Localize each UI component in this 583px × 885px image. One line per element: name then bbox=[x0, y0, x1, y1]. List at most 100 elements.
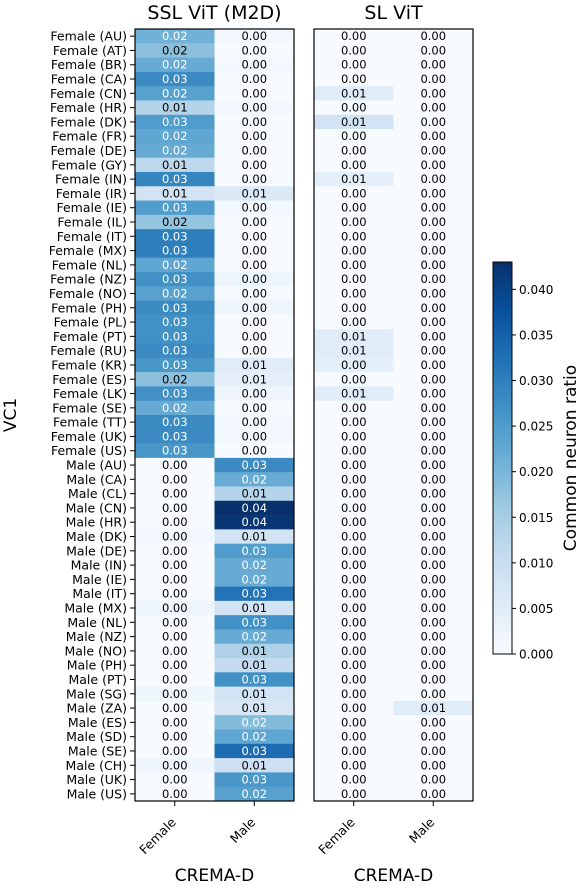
y-tick-label: Female (LK) bbox=[53, 386, 127, 401]
y-tick-label: Female (RU) bbox=[50, 343, 127, 358]
panel-1: 0.02 0.000.02 0.000.02 0.000.03 0.000.02 0.00… bbox=[49, 2, 295, 885]
y-tick-label: Female (UK) bbox=[51, 429, 127, 444]
heatmap-cell bbox=[135, 457, 215, 473]
heatmap-cell bbox=[214, 143, 295, 158]
heatmap-cell bbox=[314, 86, 394, 101]
cell-value-label: 0.00 bbox=[241, 58, 267, 72]
y-tick-label: Male (SE) bbox=[68, 743, 127, 758]
y-tick-label: Female (CN) bbox=[50, 86, 127, 101]
cell-value-label: 0.00 bbox=[162, 730, 188, 744]
cell-value-label: 0.01 bbox=[241, 758, 267, 772]
cell-value-label: 0.00 bbox=[162, 687, 188, 701]
y-tick-label: Female (GY) bbox=[51, 157, 127, 172]
heatmap-cell bbox=[214, 758, 295, 773]
heatmap-cell bbox=[314, 457, 394, 473]
heatmap-cell bbox=[135, 443, 215, 459]
heatmap-cell bbox=[135, 743, 215, 759]
heatmap-cell bbox=[393, 71, 474, 87]
cell-value-label: 0.00 bbox=[162, 558, 188, 572]
colorbar-tick-label: 0.030 bbox=[519, 374, 553, 388]
heatmap-cell bbox=[314, 443, 394, 459]
cell-value-label: 0.00 bbox=[341, 301, 367, 315]
y-tick-label: Male (IT) bbox=[72, 586, 127, 601]
heatmap-cell bbox=[135, 214, 215, 230]
cell-value-label: 0.00 bbox=[241, 401, 267, 415]
heatmap-cell bbox=[214, 86, 295, 101]
y-tick-label: Female (PH) bbox=[51, 300, 127, 315]
cell-value-label: 0.03 bbox=[162, 415, 188, 429]
cell-value-label: 0.00 bbox=[420, 272, 446, 286]
heatmap-cell bbox=[393, 300, 474, 316]
cell-value-label: 0.00 bbox=[420, 315, 446, 329]
heatmap-cell bbox=[214, 443, 295, 459]
cell-value-label: 0.01 bbox=[341, 344, 367, 358]
cell-value-label: 0.01 bbox=[162, 101, 188, 115]
cell-value-label: 0.00 bbox=[341, 730, 367, 744]
heatmap-cell bbox=[314, 100, 394, 116]
cell-value-label: 0.00 bbox=[420, 615, 446, 629]
y-tick-label: Male (NZ) bbox=[66, 629, 127, 644]
cell-value-label: 0.00 bbox=[420, 401, 446, 415]
heatmap-cell bbox=[314, 43, 394, 58]
heatmap-cell bbox=[214, 543, 295, 559]
cell-value-label: 0.00 bbox=[341, 272, 367, 286]
cell-value-label: 0.00 bbox=[341, 229, 367, 243]
cell-value-label: 0.01 bbox=[241, 687, 267, 701]
heatmap-cell bbox=[393, 357, 474, 373]
cell-value-label: 0.00 bbox=[162, 758, 188, 772]
cell-value-label: 0.00 bbox=[341, 372, 367, 386]
cell-value-label: 0.00 bbox=[420, 587, 446, 601]
heatmap-cell bbox=[314, 615, 394, 630]
cell-value-label: 0.00 bbox=[341, 43, 367, 57]
panel-title: SSL ViT (M2D) bbox=[147, 2, 281, 24]
heatmap-cell bbox=[393, 772, 474, 788]
heatmap-cell bbox=[393, 386, 474, 402]
cell-value-label: 0.00 bbox=[420, 758, 446, 772]
y-tick-label: Female (KR) bbox=[51, 357, 127, 372]
heatmap-cell bbox=[393, 500, 474, 516]
y-axis-label: VC1 bbox=[1, 398, 21, 432]
y-tick-label: Female (MX) bbox=[49, 243, 127, 258]
cell-value-label: 0.00 bbox=[420, 344, 446, 358]
cell-value-label: 0.02 bbox=[162, 86, 188, 100]
heatmap-cell bbox=[314, 586, 394, 602]
cell-value-label: 0.00 bbox=[162, 744, 188, 758]
y-tick-label: Female (SE) bbox=[52, 400, 127, 415]
y-tick-label: Female (IN) bbox=[55, 172, 127, 187]
cell-value-label: 0.00 bbox=[162, 515, 188, 529]
heatmap-cell bbox=[135, 700, 215, 716]
cell-value-label: 0.04 bbox=[241, 515, 267, 529]
heatmap-cell bbox=[135, 372, 215, 387]
cell-value-label: 0.02 bbox=[162, 43, 188, 57]
cell-value-label: 0.00 bbox=[420, 444, 446, 458]
heatmap-cell bbox=[214, 572, 295, 587]
cell-value-label: 0.00 bbox=[241, 315, 267, 329]
heatmap-cell bbox=[135, 243, 215, 259]
heatmap-cell bbox=[314, 257, 394, 273]
heatmap-cell bbox=[393, 29, 474, 44]
cell-value-label: 0.00 bbox=[420, 787, 446, 801]
cell-value-label: 0.00 bbox=[162, 472, 188, 486]
cell-value-label: 0.03 bbox=[162, 429, 188, 443]
cell-value-label: 0.00 bbox=[341, 544, 367, 558]
cell-value-label: 0.00 bbox=[241, 344, 267, 358]
heatmap-cell bbox=[314, 515, 394, 530]
heatmap-cell bbox=[214, 629, 295, 645]
heatmap-cell bbox=[135, 57, 215, 73]
cell-value-label: 0.00 bbox=[420, 544, 446, 558]
cell-value-label: 0.00 bbox=[341, 458, 367, 472]
heatmap-cell bbox=[135, 729, 215, 745]
cell-value-label: 0.00 bbox=[241, 86, 267, 100]
cell-value-label: 0.00 bbox=[341, 615, 367, 629]
cell-value-label: 0.03 bbox=[162, 244, 188, 258]
heatmap-cell bbox=[135, 114, 215, 130]
heatmap-cell bbox=[135, 515, 215, 530]
heatmap-cell bbox=[393, 700, 474, 716]
y-tick-label: Male (IN) bbox=[71, 558, 127, 573]
y-tick-label: Female (NL) bbox=[52, 257, 127, 272]
colorbar-tick-label: 0.005 bbox=[519, 602, 553, 616]
y-tick-label: Male (ES) bbox=[68, 715, 127, 730]
heatmap-cell bbox=[393, 658, 474, 673]
cell-value-label: 0.00 bbox=[241, 72, 267, 86]
cell-value-label: 0.00 bbox=[162, 544, 188, 558]
